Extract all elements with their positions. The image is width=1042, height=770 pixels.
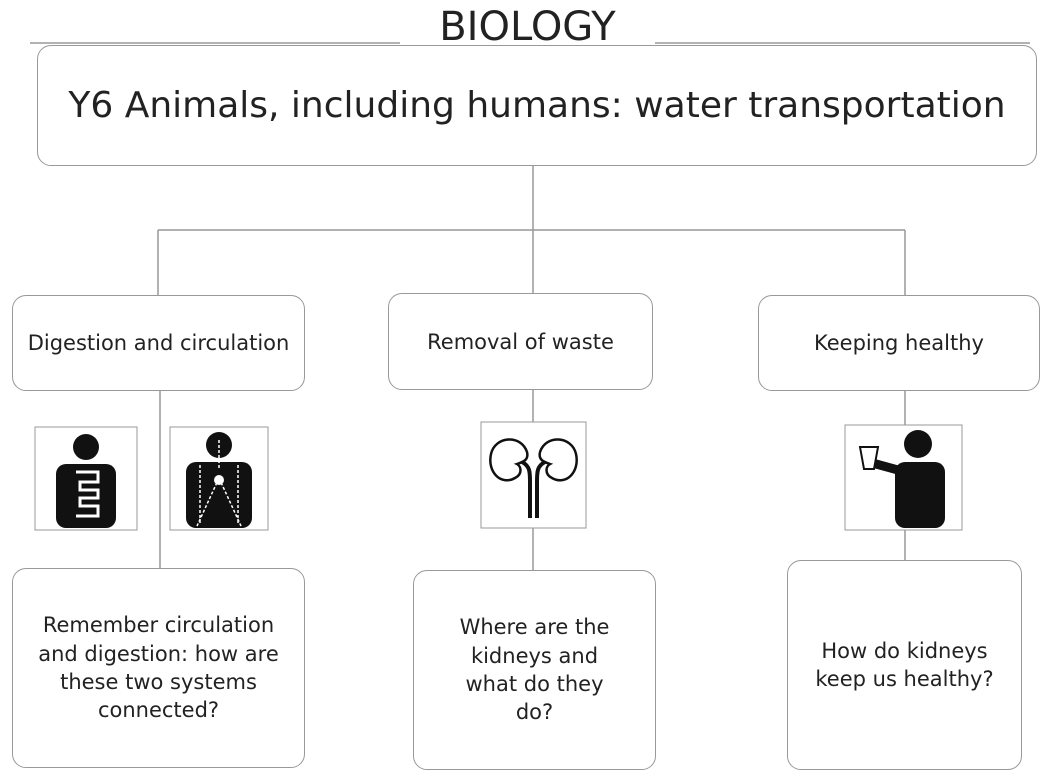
digestion-icon (35, 427, 137, 530)
branch-label: Keeping healthy (758, 295, 1040, 391)
branch-question: How do kidneys keep us healthy? (787, 560, 1022, 770)
subject-heading: BIOLOGY (400, 4, 655, 50)
title-box: Y6 Animals, including humans: water tran… (37, 45, 1037, 166)
branch-label: Removal of waste (388, 293, 653, 390)
branch-label: Digestion and circulation (12, 295, 305, 391)
branch-question: Remember circulation and digestion: how … (12, 568, 305, 768)
circulation-icon (170, 427, 268, 530)
branch-question: Where are the kidneys and what do they d… (413, 570, 656, 770)
diagram: BIOLOGY Y6 Animals, including humans: wa… (0, 0, 1042, 753)
drinking-icon (845, 425, 962, 530)
kidney-icon (481, 422, 586, 528)
